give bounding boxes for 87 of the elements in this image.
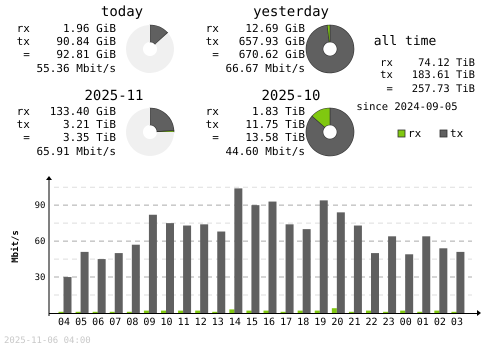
bar — [234, 188, 242, 313]
text: 44.60 Mbit/s — [206, 145, 305, 158]
x-tick-label: 13 — [212, 317, 224, 328]
text: tx 183.61 TiB — [380, 69, 475, 81]
x-tick-label: 07 — [109, 317, 122, 328]
bar — [286, 224, 294, 313]
x-tick-label: 02 — [434, 317, 446, 328]
x-tick-label: 19 — [314, 317, 326, 328]
donut-slice — [126, 25, 174, 73]
text: = 92.81 GiB — [16, 48, 116, 61]
x-tick-label: 20 — [331, 317, 344, 328]
text: since 2024-09-05 — [356, 101, 458, 113]
x-tick-label: 12 — [194, 317, 207, 328]
x-tick-label: 11 — [178, 317, 190, 328]
text: 66.67 Mbit/s — [206, 62, 305, 75]
text: tx 11.75 TiB — [206, 118, 306, 131]
chart-title: yesterday — [253, 4, 329, 20]
x-tick-label: 15 — [246, 317, 258, 328]
x-tick-label: 14 — [228, 317, 241, 328]
bar — [302, 229, 311, 313]
bar — [439, 248, 448, 313]
text: = 3.35 TiB — [16, 131, 116, 144]
text: tx 657.93 GiB — [206, 35, 306, 48]
text: 65.91 Mbit/s — [16, 145, 116, 158]
legend-label: rx — [408, 127, 422, 140]
text: tx 90.84 GiB — [16, 35, 116, 48]
text: tx 3.21 TiB — [16, 118, 116, 131]
x-tick-label: 04 — [58, 317, 70, 328]
donut-slice — [126, 108, 174, 156]
text: = 257.73 TiB — [380, 83, 475, 95]
bar — [354, 226, 362, 313]
x-tick-label: 16 — [263, 317, 276, 328]
x-tick-label: 00 — [400, 317, 412, 328]
bar — [332, 308, 337, 313]
text: rx 133.40 GiB — [16, 105, 116, 118]
x-tick-label: 10 — [160, 317, 173, 328]
text: rx 12.69 GiB — [206, 22, 306, 35]
chart-title: today — [100, 4, 144, 20]
bar — [371, 253, 379, 313]
bar — [148, 214, 157, 313]
donut-slice — [150, 108, 174, 132]
chart-title: 2025-10 — [261, 88, 321, 104]
bar — [64, 277, 72, 313]
bar — [456, 252, 464, 313]
bar — [132, 244, 140, 313]
x-tick-label: 17 — [280, 317, 292, 328]
text: rx 74.12 TiB — [380, 57, 475, 69]
x-tick-label: 01 — [416, 317, 429, 328]
x-tick-label: 03 — [450, 317, 463, 328]
donut-slice — [306, 108, 354, 156]
bar — [114, 253, 123, 313]
x-tick-label: 05 — [75, 317, 88, 328]
chart-title: 2025-11 — [84, 88, 144, 104]
bar — [405, 254, 414, 313]
x-tick-label: 08 — [126, 317, 138, 328]
text: = 670.62 GiB — [206, 48, 306, 61]
x-tick-label: 21 — [348, 317, 360, 328]
text: all time — [374, 34, 436, 49]
y-tick-label: 30 — [34, 273, 46, 284]
bar — [98, 259, 106, 313]
text: rx 1.96 GiB — [16, 22, 116, 35]
bar — [166, 223, 174, 313]
x-tick-label: 09 — [143, 317, 156, 328]
x-tick-label: 18 — [297, 317, 310, 328]
text: rx 1.83 TiB — [206, 105, 306, 118]
bar — [336, 212, 345, 313]
bar — [320, 200, 328, 313]
bar — [217, 232, 226, 313]
donut-slice — [306, 24, 354, 74]
bar — [251, 205, 260, 313]
bar — [229, 309, 234, 313]
x-tick-label: 06 — [92, 317, 104, 328]
bar — [200, 224, 208, 313]
donut-slice — [150, 24, 168, 45]
x-tick-label: 23 — [382, 317, 395, 328]
text: = 13.58 TiB — [206, 131, 306, 144]
y-tick-label: 60 — [34, 237, 46, 248]
y-tick-label: 90 — [34, 201, 46, 212]
bar — [422, 236, 430, 313]
y-axis-title: Mbit/s — [10, 230, 21, 263]
x-tick-label: 22 — [366, 317, 378, 328]
legend-label: tx — [450, 127, 464, 140]
bar — [80, 252, 89, 313]
bar — [388, 236, 396, 313]
bar — [268, 202, 276, 313]
bar — [183, 226, 192, 313]
text: 55.36 Mbit/s — [16, 62, 116, 75]
